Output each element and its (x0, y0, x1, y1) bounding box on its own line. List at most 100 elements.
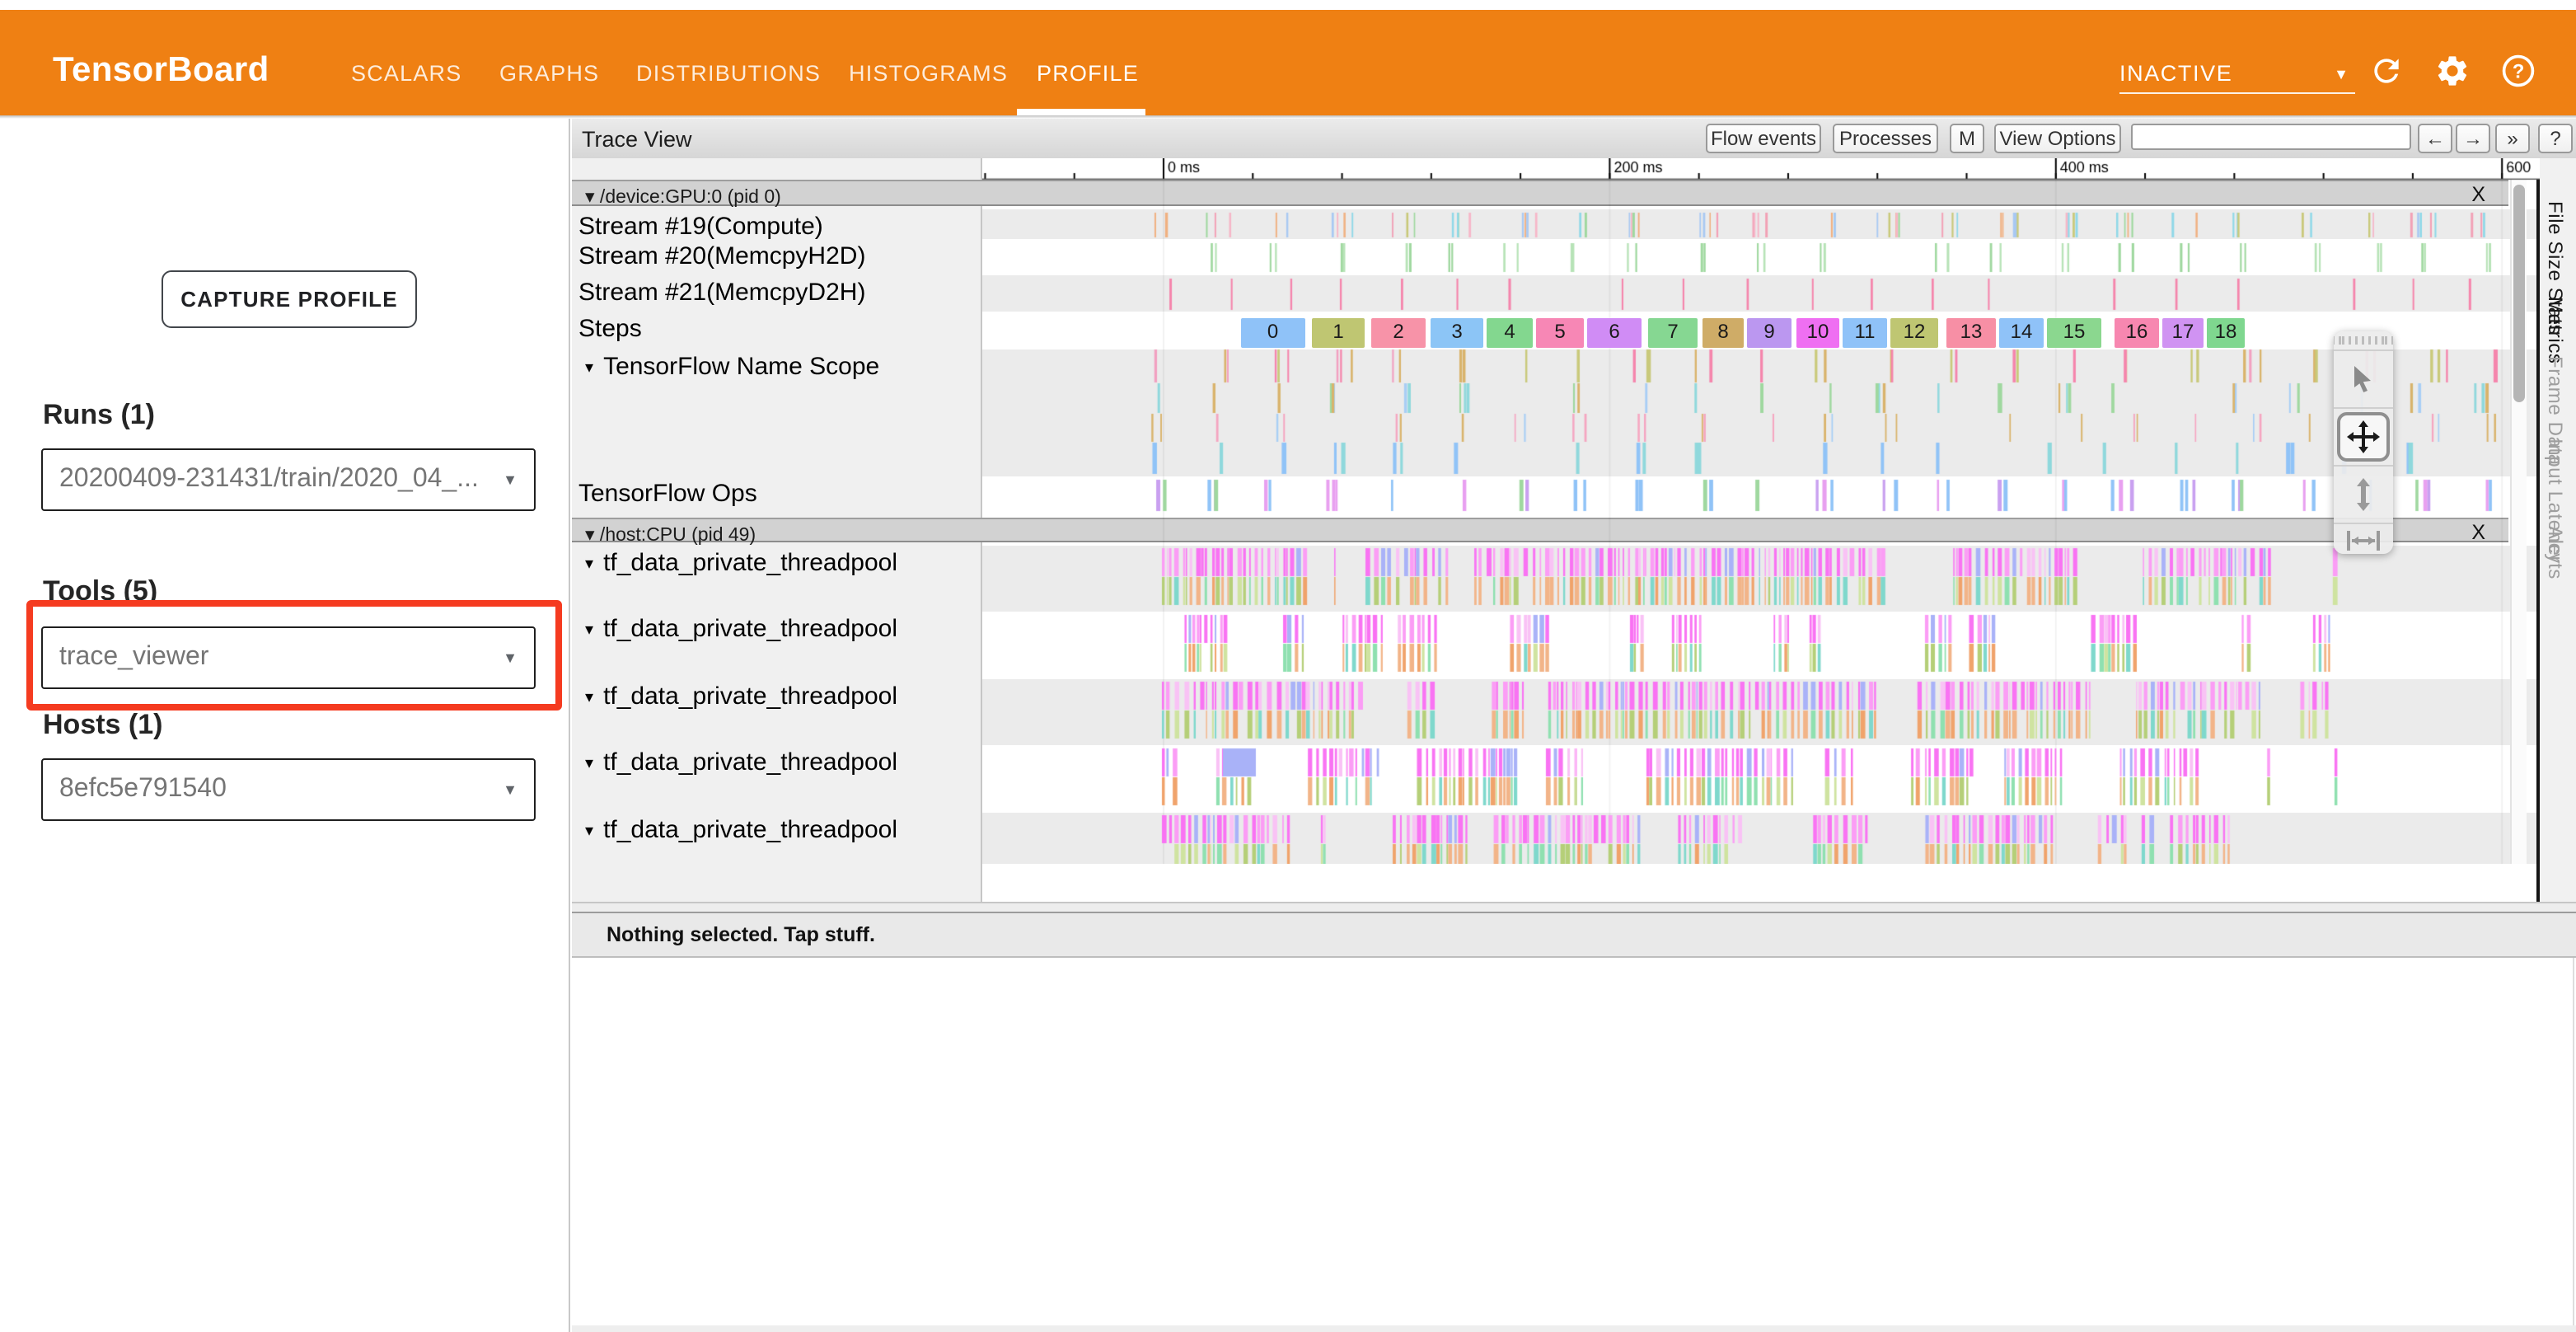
step-block-0[interactable]: 0 (1240, 318, 1305, 347)
select-value: 8efc5e791540 (59, 775, 227, 803)
nav-tab-scalars[interactable]: SCALARS (351, 61, 462, 86)
tool-palette (2334, 331, 2393, 553)
expander-triangle-icon: ▾ (585, 822, 594, 840)
track-label-text: Steps (578, 315, 642, 343)
palette-drag-handle[interactable] (2334, 331, 2393, 350)
trace-search-input[interactable] (2131, 124, 2411, 150)
track-label-text: tf_data_private_threadpool (603, 815, 898, 843)
select-value: trace_viewer (59, 643, 209, 671)
step-block-1[interactable]: 1 (1312, 318, 1365, 347)
back-arrow-button[interactable]: ← (2418, 123, 2452, 152)
toolbar-shadow (0, 115, 2576, 119)
status-dropdown[interactable]: INACTIVE ▼ (2119, 56, 2355, 94)
help-button[interactable]: ? (2538, 123, 2573, 152)
select-tool[interactable] (2334, 350, 2393, 408)
svg-text:?: ? (2513, 60, 2525, 82)
side-tab-metrics[interactable]: Metrics (2544, 296, 2567, 363)
step-block-4[interactable]: 4 (1487, 318, 1533, 347)
step-block-2[interactable]: 2 (1371, 318, 1426, 347)
step-block-12[interactable]: 12 (1890, 318, 1938, 347)
side-tab-frame-data[interactable]: Frame Data (2544, 355, 2567, 465)
step-block-16[interactable]: 16 (2115, 318, 2159, 347)
track-label-text: TensorFlow Name Scope (603, 352, 880, 380)
expander-triangle-icon: ▾ (585, 555, 594, 573)
runs-select[interactable]: 20200409-231431/train/2020_04_... ▼ (41, 448, 536, 511)
trace-view-title: Trace View (582, 127, 692, 152)
track-label[interactable]: ▾ tf_data_private_threadpool (585, 615, 897, 643)
side-tab-file-size-stats[interactable]: File Size Stats (2544, 200, 2567, 335)
step-block-10[interactable]: 10 (1796, 318, 1839, 347)
track-label[interactable]: Stream #20(MemcpyH2D) (578, 242, 865, 270)
expander-triangle-icon: ▾ (585, 621, 594, 640)
fast-forward-button[interactable]: » (2495, 123, 2530, 152)
chevron-down-icon: ▼ (503, 471, 518, 488)
group-label: Tools (5) (43, 575, 158, 607)
analysis-pane (572, 958, 2574, 1325)
tools-select[interactable]: trace_viewer ▼ (41, 626, 536, 689)
toolbar-button-flow-events[interactable]: Flow events (1706, 123, 1821, 152)
trace-timeline-body: Stream #19(Compute) Stream #20(MemcpyH2D)… (572, 157, 2576, 902)
step-block-15[interactable]: 15 (2047, 318, 2101, 347)
toolbar-button-processes[interactable]: Processes (1833, 123, 1938, 152)
step-block-18[interactable]: 18 (2207, 318, 2245, 347)
toolbar-button-view-options[interactable]: View Options (1994, 123, 2121, 152)
expander-triangle-icon: ▾ (585, 359, 594, 377)
step-block-3[interactable]: 3 (1431, 318, 1483, 347)
track-label[interactable]: ▾ tf_data_private_threadpool (585, 548, 897, 576)
track-label[interactable]: Steps (578, 315, 642, 343)
steps-layer: 0 1 2 3 4 5 6 7 8 9 10 11 12 13 14 15 16 17 18 (982, 157, 2540, 863)
zoom-tool[interactable] (2334, 466, 2393, 523)
track-label-text: tf_data_private_threadpool (603, 682, 898, 710)
step-block-6[interactable]: 6 (1587, 318, 1642, 347)
selection-status-text: Nothing selected. Tap stuff. (607, 923, 875, 946)
pan-tool[interactable] (2334, 408, 2393, 466)
step-block-5[interactable]: 5 (1536, 318, 1584, 347)
track-label[interactable]: Stream #19(Compute) (578, 212, 823, 240)
nav-tab-profile[interactable]: PROFILE (1037, 61, 1139, 86)
track-label[interactable]: ▾ TensorFlow Name Scope (585, 352, 879, 380)
step-block-9[interactable]: 9 (1747, 318, 1791, 347)
track-label[interactable]: TensorFlow Ops (578, 479, 757, 507)
nav-tab-distributions[interactable]: DISTRIBUTIONS (636, 61, 822, 86)
step-block-8[interactable]: 8 (1703, 318, 1744, 347)
nav-tab-graphs[interactable]: GRAPHS (499, 61, 600, 86)
horizontal-scrollbar-strip[interactable] (572, 902, 2576, 913)
app-logo: TensorBoard (53, 51, 269, 89)
track-label-text: Stream #20(MemcpyH2D) (578, 242, 866, 270)
track-label[interactable]: ▾ tf_data_private_threadpool (585, 748, 897, 776)
step-block-7[interactable]: 7 (1648, 318, 1698, 347)
refresh-icon[interactable] (2368, 53, 2405, 89)
track-label[interactable]: Stream #21(MemcpyD2H) (578, 278, 865, 306)
chevron-down-icon: ▼ (503, 781, 518, 798)
step-block-14[interactable]: 14 (1999, 318, 2044, 347)
trace-view-toolbar: Trace View Flow events Processes M View Opt… (572, 119, 2576, 159)
expander-triangle-icon: ▾ (585, 755, 594, 773)
forward-arrow-button[interactable]: → (2456, 123, 2490, 152)
track-label-text: Stream #19(Compute) (578, 212, 823, 240)
timing-tool[interactable] (2334, 523, 2393, 556)
track-label[interactable]: ▾ tf_data_private_threadpool (585, 682, 897, 710)
step-block-17[interactable]: 17 (2162, 318, 2204, 347)
chevron-down-icon: ▼ (2334, 66, 2349, 82)
side-tab-input-latency[interactable]: Input Latency (2544, 438, 2567, 563)
step-block-11[interactable]: 11 (1843, 318, 1887, 347)
trace-viewer-panel: Trace View Flow events Processes M View Opt… (572, 119, 2576, 1332)
track-label-text: tf_data_private_threadpool (603, 748, 898, 776)
status-value: INACTIVE (2119, 61, 2233, 86)
track-label-text: tf_data_private_threadpool (603, 548, 898, 576)
group-label: Hosts (1) (43, 709, 163, 740)
capture-profile-button[interactable]: CAPTURE PROFILE (162, 270, 417, 328)
step-block-13[interactable]: 13 (1946, 318, 1996, 347)
selection-status-bar: Nothing selected. Tap stuff. (572, 913, 2576, 958)
hosts-select[interactable]: 8efc5e791540 ▼ (41, 758, 536, 821)
trace-canvas[interactable] (982, 157, 2540, 863)
track-label-text: Stream #21(MemcpyD2H) (578, 278, 866, 306)
settings-gear-icon[interactable] (2434, 53, 2471, 89)
section-title: ▾ /device:GPU:0 (pid 0) (585, 188, 781, 208)
help-icon[interactable]: ? (2500, 53, 2536, 89)
track-label[interactable]: ▾ tf_data_private_threadpool (585, 815, 897, 843)
group-label: Runs (1) (43, 399, 155, 430)
nav-tab-histograms[interactable]: HISTOGRAMS (849, 61, 1009, 86)
toolbar-button-m[interactable]: M (1950, 123, 1984, 152)
side-tab-alerts[interactable]: Alerts (2544, 525, 2567, 579)
